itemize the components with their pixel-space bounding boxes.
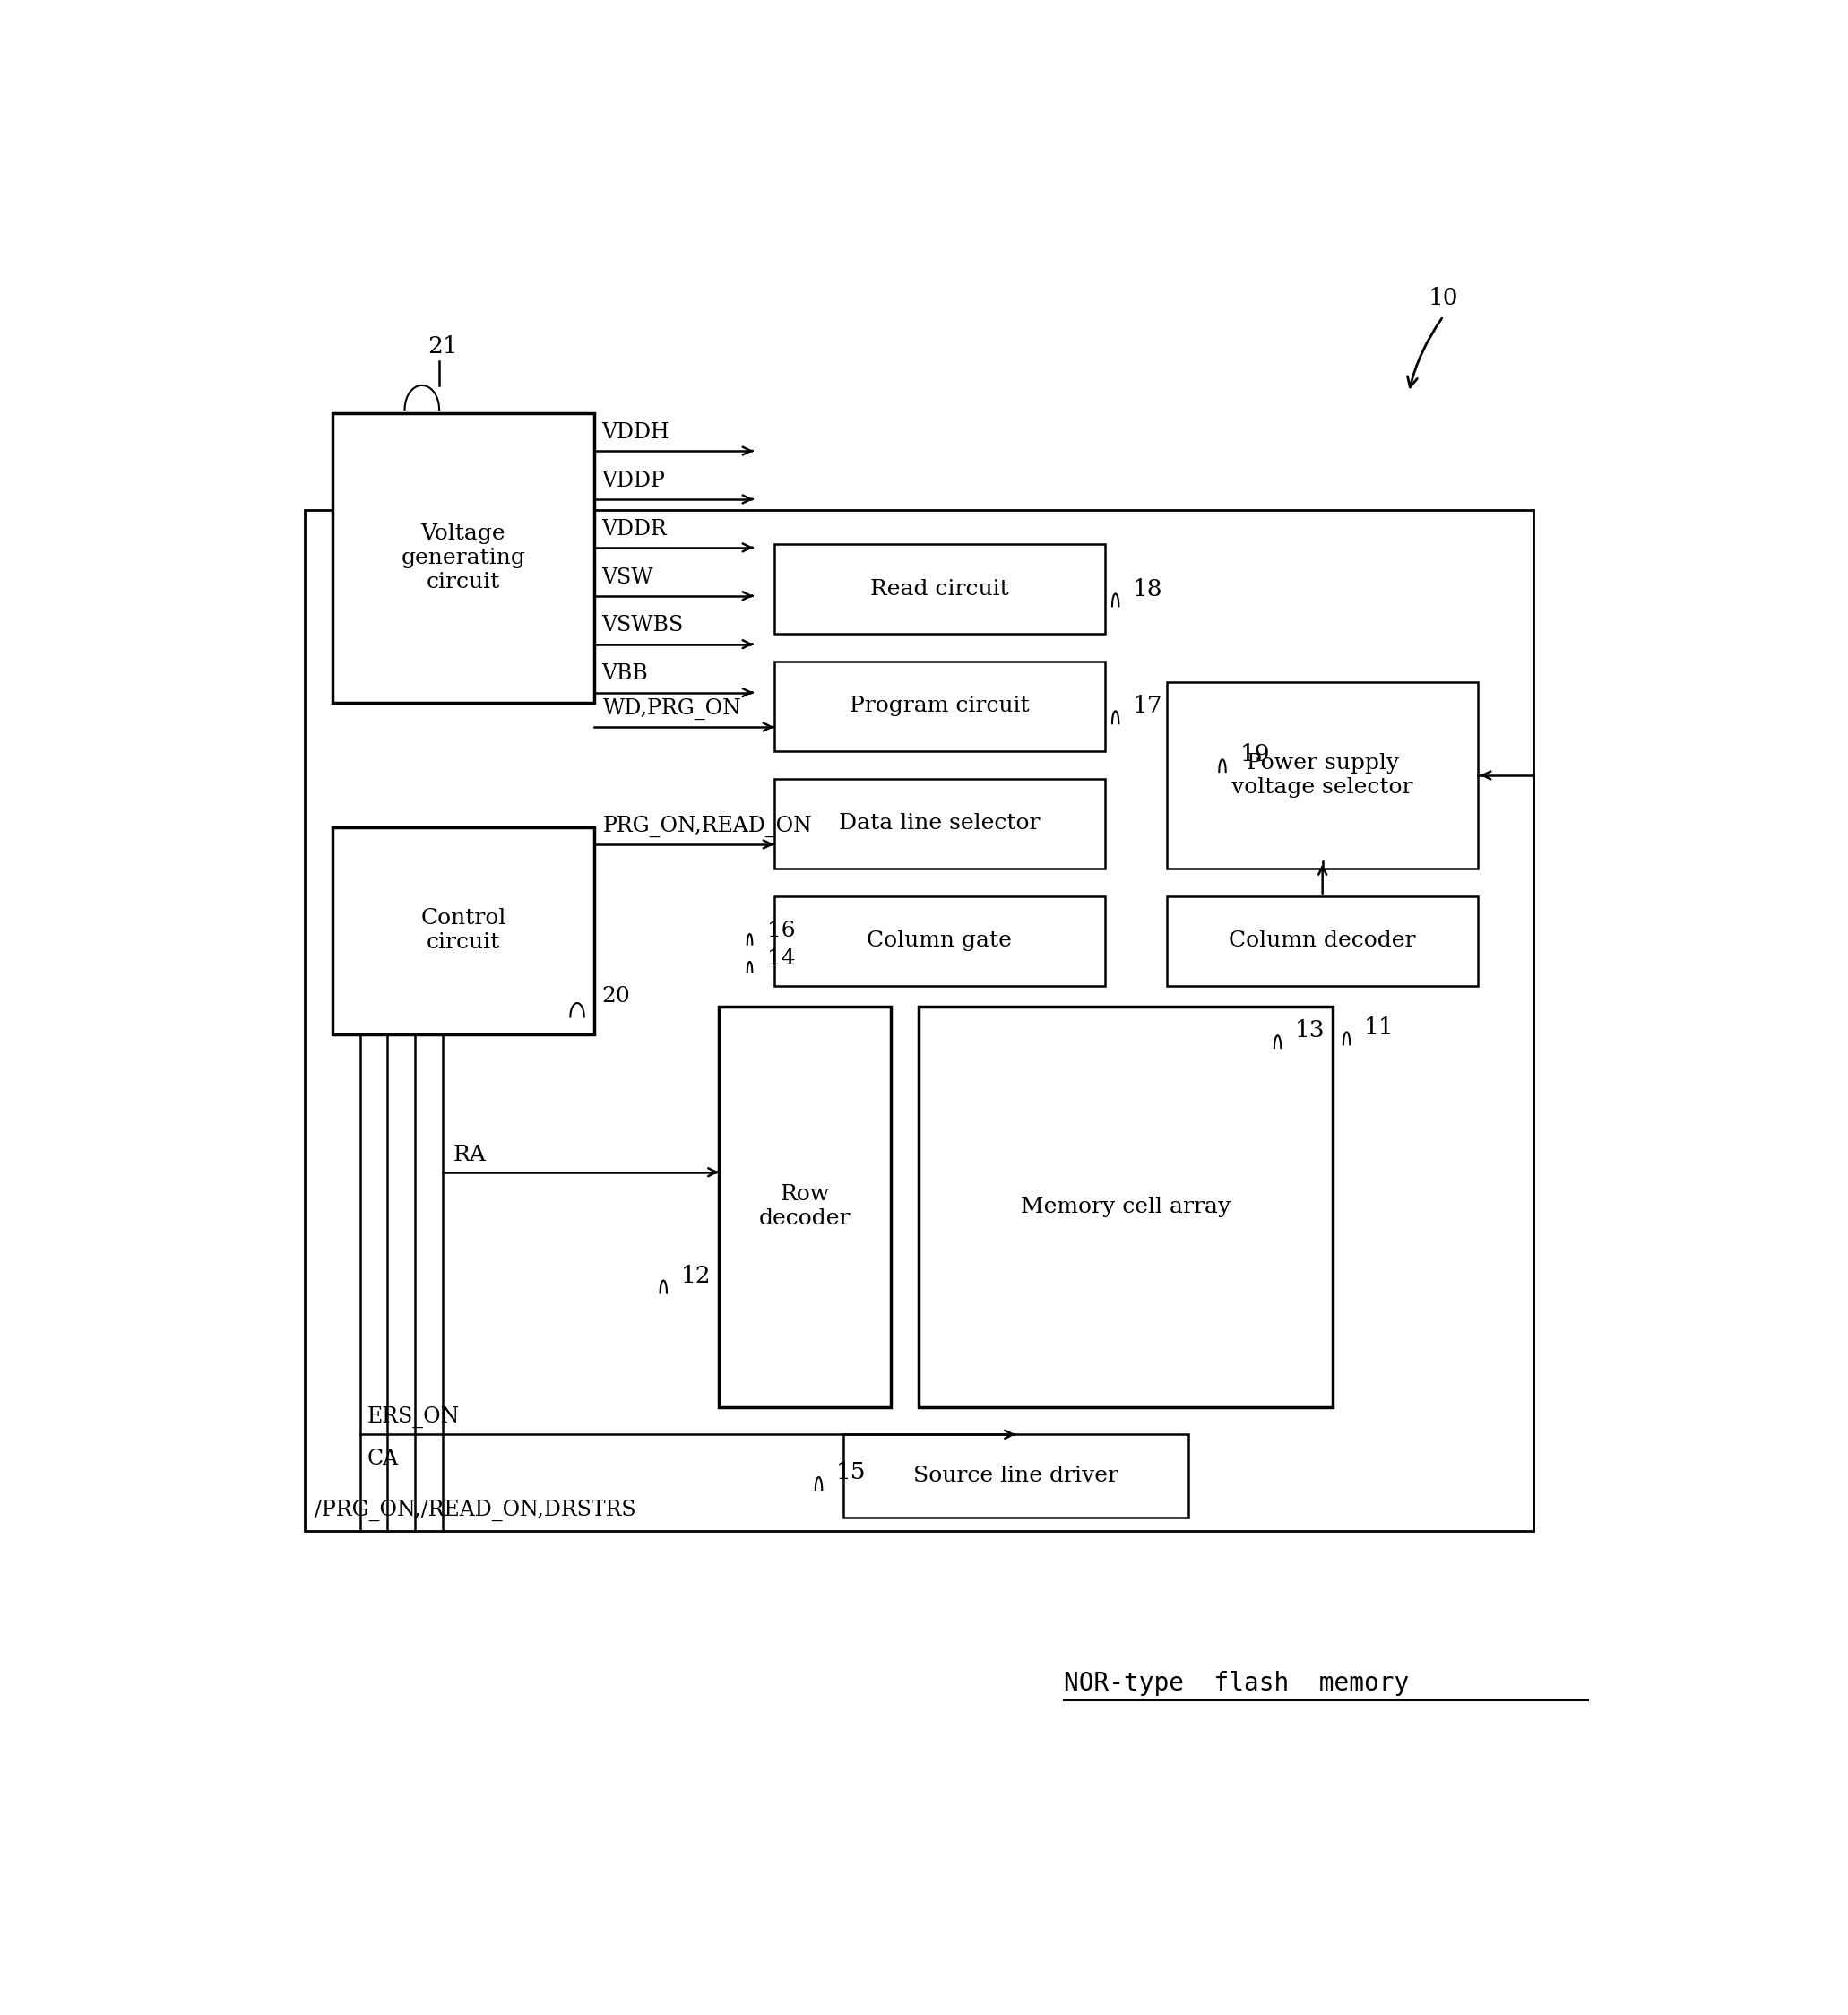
Text: CA: CA (366, 1449, 397, 1469)
Text: VSWBS: VSWBS (601, 615, 684, 637)
Text: 20: 20 (601, 985, 630, 1005)
FancyBboxPatch shape (918, 1008, 1332, 1406)
Text: 21: 21 (427, 334, 458, 359)
Text: Row
decoder: Row decoder (760, 1185, 850, 1229)
FancyBboxPatch shape (774, 544, 1105, 635)
Text: 18: 18 (1133, 578, 1162, 600)
FancyBboxPatch shape (774, 778, 1105, 868)
FancyBboxPatch shape (843, 1435, 1188, 1517)
Text: Memory cell array: Memory cell array (1020, 1197, 1231, 1217)
FancyBboxPatch shape (333, 413, 595, 703)
Text: VBB: VBB (601, 663, 649, 685)
Text: 10: 10 (1429, 286, 1458, 310)
Text: 14: 14 (767, 947, 795, 969)
Text: WD,PRG_ON: WD,PRG_ON (602, 699, 741, 719)
Text: Read circuit: Read circuit (870, 578, 1009, 598)
Text: Program circuit: Program circuit (850, 695, 1029, 717)
Text: Power supply
voltage selector: Power supply voltage selector (1233, 754, 1414, 798)
Text: Data line selector: Data line selector (839, 814, 1040, 834)
Text: PRG_ON,READ_ON: PRG_ON,READ_ON (602, 816, 813, 838)
FancyBboxPatch shape (333, 826, 595, 1034)
Text: Source line driver: Source line driver (913, 1465, 1118, 1487)
Text: Voltage
generating
circuit: Voltage generating circuit (401, 524, 525, 592)
Text: VDDP: VDDP (601, 469, 665, 492)
Text: Control
circuit: Control circuit (421, 909, 506, 953)
Text: Column decoder: Column decoder (1229, 931, 1416, 951)
Text: ERS_ON: ERS_ON (366, 1406, 460, 1427)
FancyBboxPatch shape (774, 661, 1105, 752)
Text: VDDR: VDDR (601, 518, 667, 540)
Text: 15: 15 (835, 1461, 867, 1483)
Text: 16: 16 (767, 921, 795, 941)
Text: 13: 13 (1295, 1020, 1325, 1042)
Text: Column gate: Column gate (867, 931, 1013, 951)
Text: /PRG_ON,/READ_ON,DRSTRS: /PRG_ON,/READ_ON,DRSTRS (314, 1499, 636, 1521)
Text: 19: 19 (1240, 744, 1270, 766)
FancyBboxPatch shape (774, 897, 1105, 985)
FancyBboxPatch shape (1168, 897, 1478, 985)
Text: 17: 17 (1133, 695, 1162, 717)
FancyBboxPatch shape (719, 1008, 891, 1406)
Text: NOR-type  flash  memory: NOR-type flash memory (1064, 1670, 1408, 1695)
Text: 12: 12 (680, 1265, 711, 1288)
Text: RA: RA (453, 1145, 486, 1165)
Text: VDDH: VDDH (601, 421, 669, 443)
Text: VSW: VSW (601, 566, 652, 588)
Text: 11: 11 (1364, 1016, 1393, 1038)
FancyBboxPatch shape (1168, 683, 1478, 868)
